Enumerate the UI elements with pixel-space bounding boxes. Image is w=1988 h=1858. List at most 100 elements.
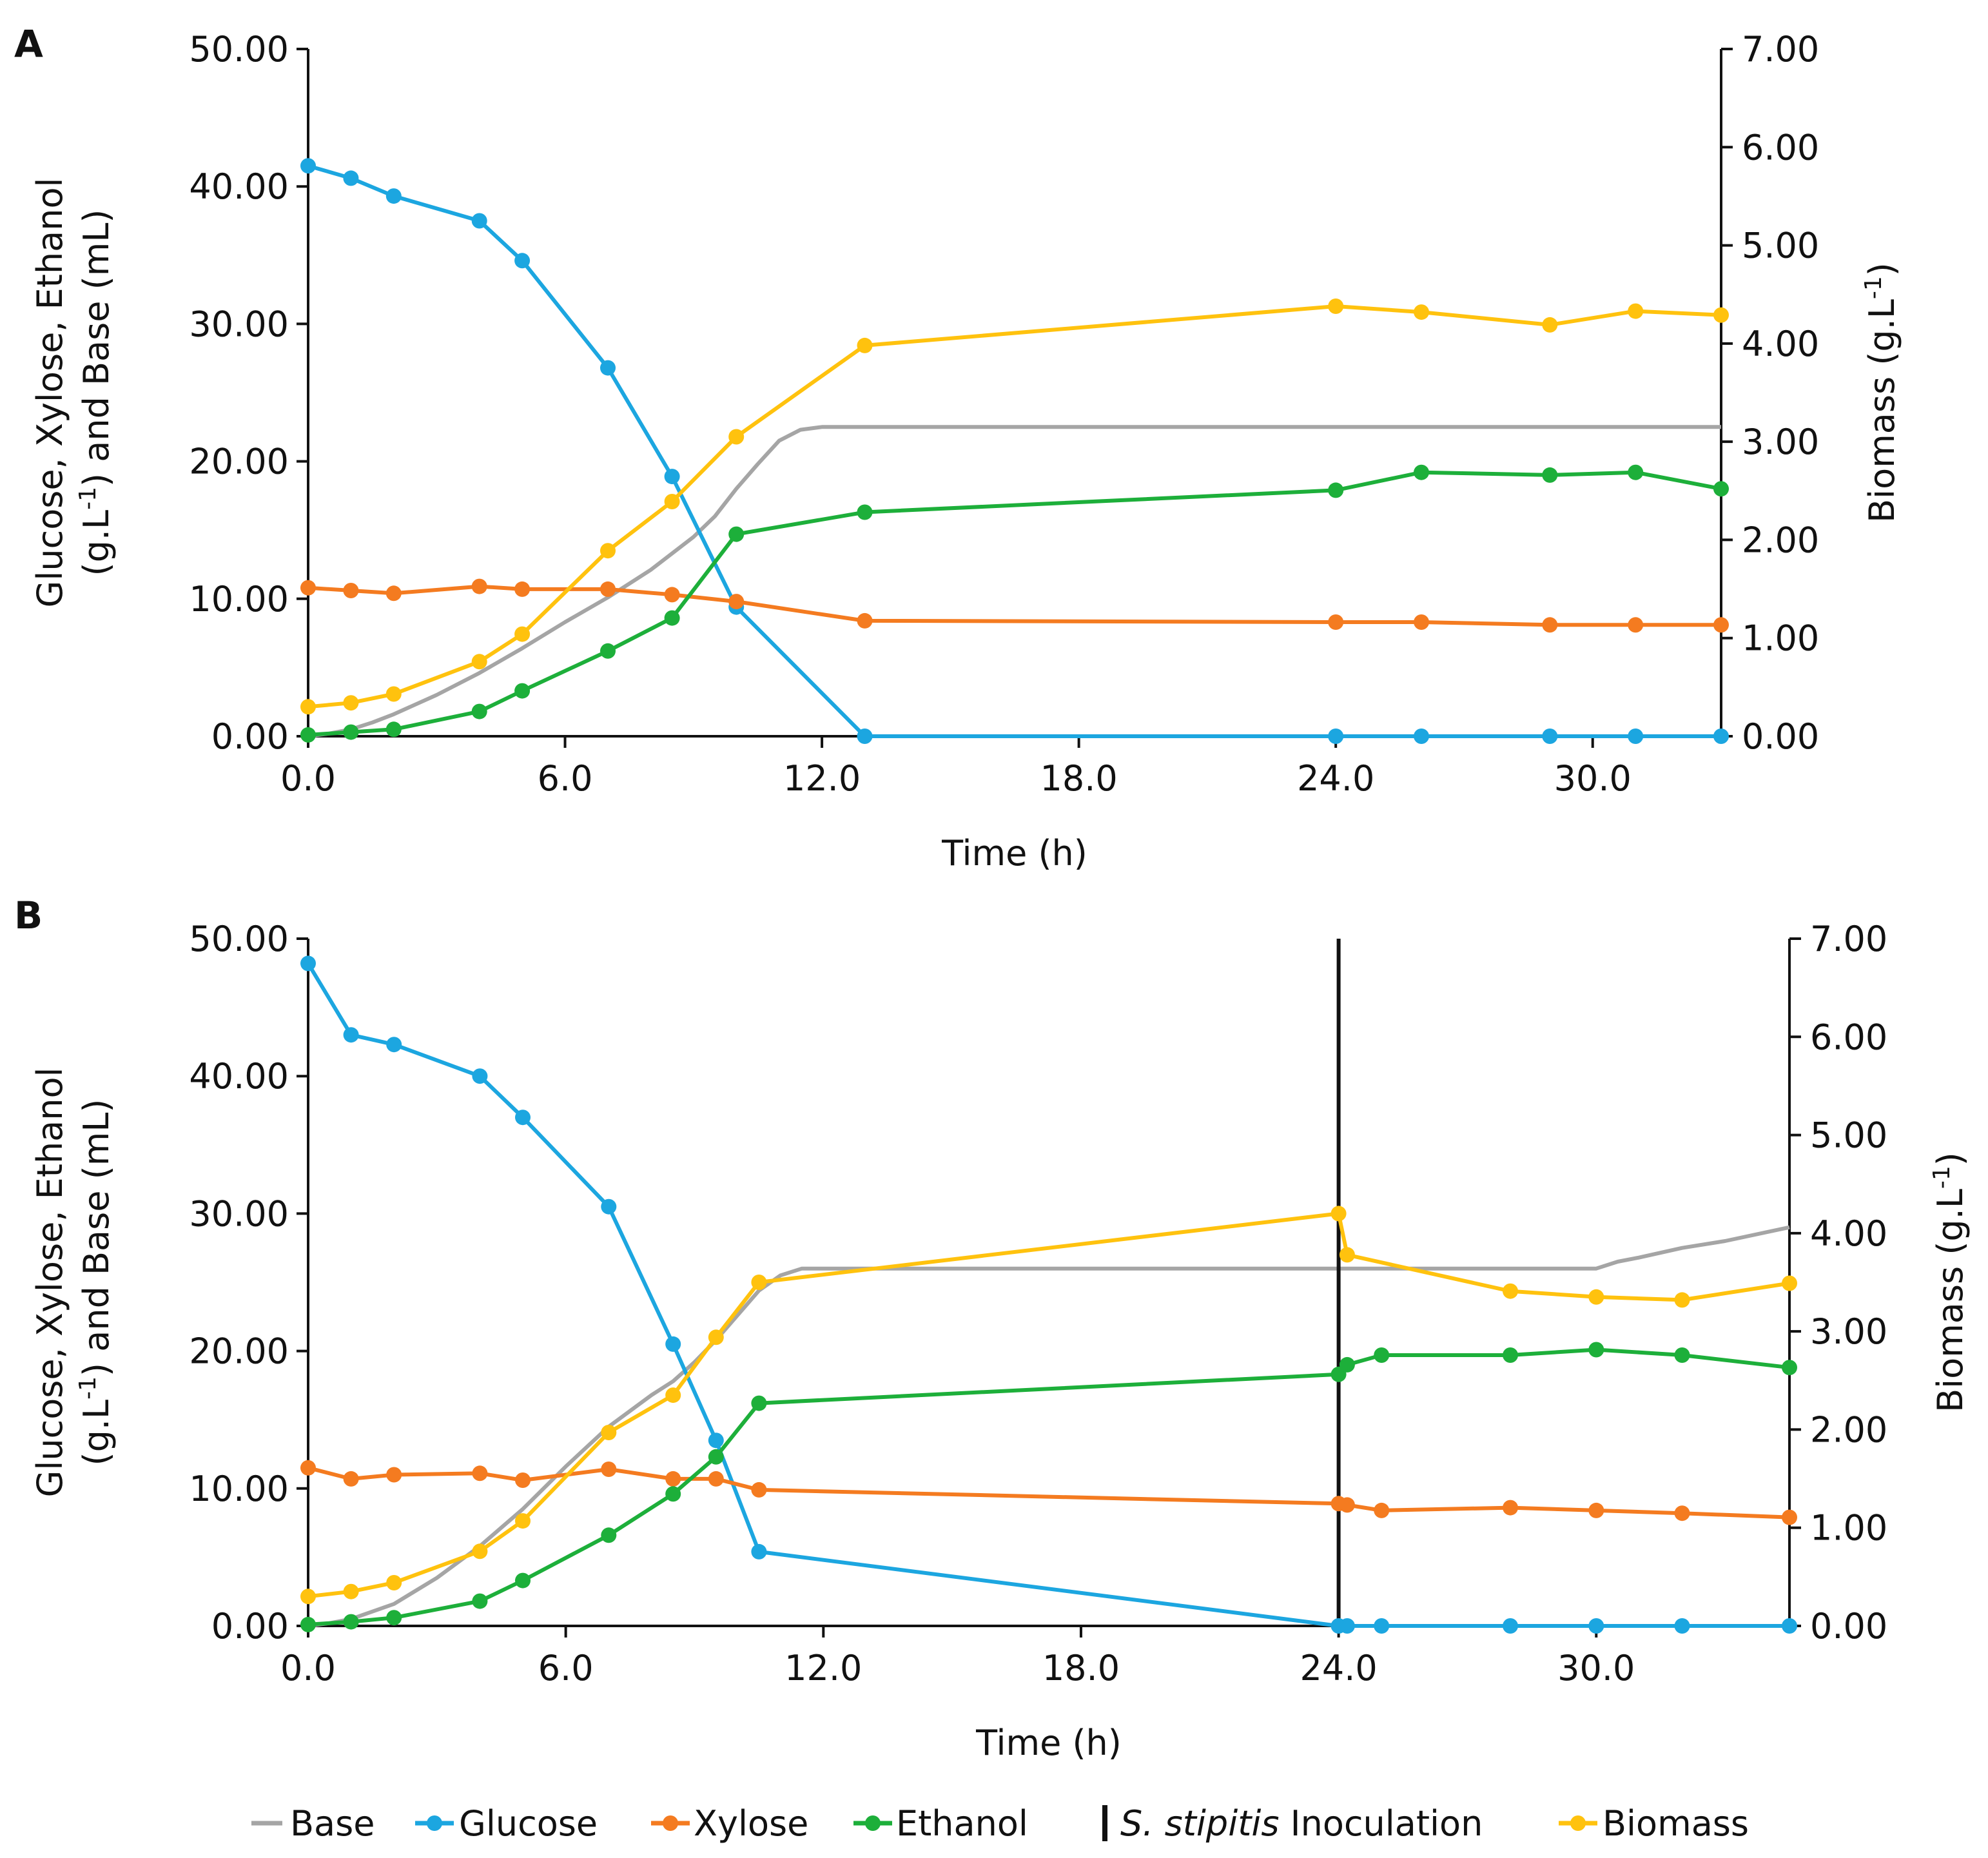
b-y-tick-label: 40.00 [189,1056,289,1097]
a-series-biomass-point [1414,304,1429,320]
a-y-axis-title-line2-pre: (g.L [76,510,117,576]
a-y2-tick-label: 0.00 [1742,716,1819,757]
a-y-axis-title-line2-post: ) and Base (mL) [76,210,117,487]
a-series-biomass-point [1628,303,1644,319]
a-y2-axis-title-post: ) [1862,262,1902,276]
legend-marker-xylose [663,1815,678,1831]
a-series-biomass-point [385,686,402,702]
b-series-xylose-point [665,1471,681,1487]
b-series-xylose-point [1782,1509,1797,1525]
a-series-ethanol-point [1713,481,1729,497]
b-series-biomass-point [751,1275,767,1290]
legend-marker-glucose [427,1815,442,1831]
b-y2-axis-title-sup: -1 [1929,1166,1955,1189]
a-series-xylose-point [600,581,616,597]
a-series-xylose-point [1414,614,1429,630]
a-y-tick-label: 50.00 [189,29,289,70]
a-series-biomass-point [857,337,873,353]
a-panel-letter: A [14,22,43,66]
a-series-ethanol-point [385,721,402,738]
a-y2-tick-label: 7.00 [1742,29,1819,70]
a-series-biomass-point [471,654,487,670]
a-y-axis-title-line2-sup: -1 [75,487,101,510]
a-series-xylose-point [728,594,745,610]
a-series-xylose-line [307,584,1721,627]
b-x-tick-label: 30.0 [1557,1648,1635,1688]
a-y2-axis-title-sup: -1 [1860,276,1887,299]
a-series-ethanol-point [514,683,531,699]
legend-label-ethanol: Ethanol [896,1803,1028,1844]
b-panel-letter: B [14,894,43,937]
b-series-glucose-point [300,955,316,972]
b-series-biomass-point [601,1425,617,1440]
a-series-xylose-point [1713,617,1729,633]
b-series-ethanol-point [1374,1347,1390,1363]
b-y2-tick-label: 3.00 [1810,1311,1887,1352]
legend-marker-ethanol [865,1815,881,1831]
a-x-tick-label: 0.0 [280,758,336,799]
b-y2-tick-label: 1.00 [1810,1508,1887,1549]
b-series-glucose-point [1674,1618,1690,1634]
b-series-biomass-line [307,1211,1790,1599]
a-series-glucose-point [1628,729,1644,744]
b-x-tick-label: 6.0 [538,1648,594,1688]
b-series-biomass-point [515,1513,531,1529]
chart-panel-a: A 0.00 10.00 20.00 30.00 40.00 50.00 0.00 1.00 2.… [14,22,1902,874]
a-series-glucose-point [1713,729,1729,744]
b-series-ethanol-point [515,1572,531,1589]
b-y-axis-title-line2: (g.L-1) and Base (mL) [75,1099,117,1466]
b-series-biomass-point [386,1575,402,1590]
a-series-xylose-point [343,583,359,598]
b-x-tick-label: 0.0 [280,1648,336,1688]
a-series-ethanol-point [343,724,359,740]
b-series-glucose-point [343,1027,359,1043]
a-x-tick-label: 24.0 [1297,758,1374,799]
b-y-axis-title-line2-pre: (g.L [76,1400,117,1466]
b-series-glucose-point [1374,1618,1390,1634]
a-series-xylose-point [1542,617,1558,633]
b-series-glucose-point [708,1433,724,1449]
b-x-tick-label: 18.0 [1042,1648,1120,1688]
chart-legend: Base Glucose Xylose Ethanol S. stipitis … [251,1803,1749,1844]
a-series-biomass-point [664,494,680,509]
a-series-glucose-point [1414,729,1429,744]
a-y2-axis-title: Biomass (g.L-1) [1860,262,1903,523]
b-series-xylose-point [751,1482,767,1498]
a-series-xylose-point [664,587,680,603]
a-series-glucose-point [514,253,531,269]
b-series-biomass-point [1339,1247,1355,1263]
a-series-glucose-point [471,213,487,229]
a-y2-tick-label: 3.00 [1742,422,1819,462]
a-series-biomass-point [1713,307,1729,323]
a-series-biomass-point [600,543,616,559]
a-series-glucose-point [343,170,359,186]
b-series-ethanol-point [1674,1347,1690,1363]
b-series-glucose-point [472,1068,488,1084]
legend-label-xylose: Xylose [694,1803,808,1844]
b-series-ethanol-line [307,1347,1790,1627]
a-y-axis-title-line2: (g.L-1) and Base (mL) [75,210,117,576]
b-series-biomass-point [1330,1206,1347,1222]
a-series-glucose-point [1542,729,1558,744]
b-series-glucose-point [751,1543,767,1560]
b-series-glucose-point [1503,1618,1518,1634]
b-series-xylose-point [708,1471,724,1487]
a-series-biomass-line [307,304,1722,709]
b-y-tick-label: 30.00 [189,1193,289,1234]
a-series-base-line [307,425,1721,738]
b-y-tick-label: 10.00 [189,1469,289,1509]
a-series-biomass-point [300,699,316,715]
b-series-glucose-point [386,1037,402,1053]
a-series-xylose-point [471,578,487,594]
b-series-glucose-line [306,962,1789,1628]
b-series-ethanol-point [386,1610,402,1626]
a-x-axis-title: Time (h) [941,833,1087,874]
a-series-glucose-point [300,158,316,174]
b-series-glucose-point [1782,1618,1797,1634]
a-x-tick-label: 6.0 [538,758,593,799]
b-series-biomass-point [665,1387,681,1403]
a-y-tick-label: 10.00 [189,579,289,620]
b-series-glucose-point [515,1110,531,1126]
b-y-axis-title-line2-sup: -1 [75,1376,101,1400]
a-y-tick-label: 20.00 [189,442,289,482]
